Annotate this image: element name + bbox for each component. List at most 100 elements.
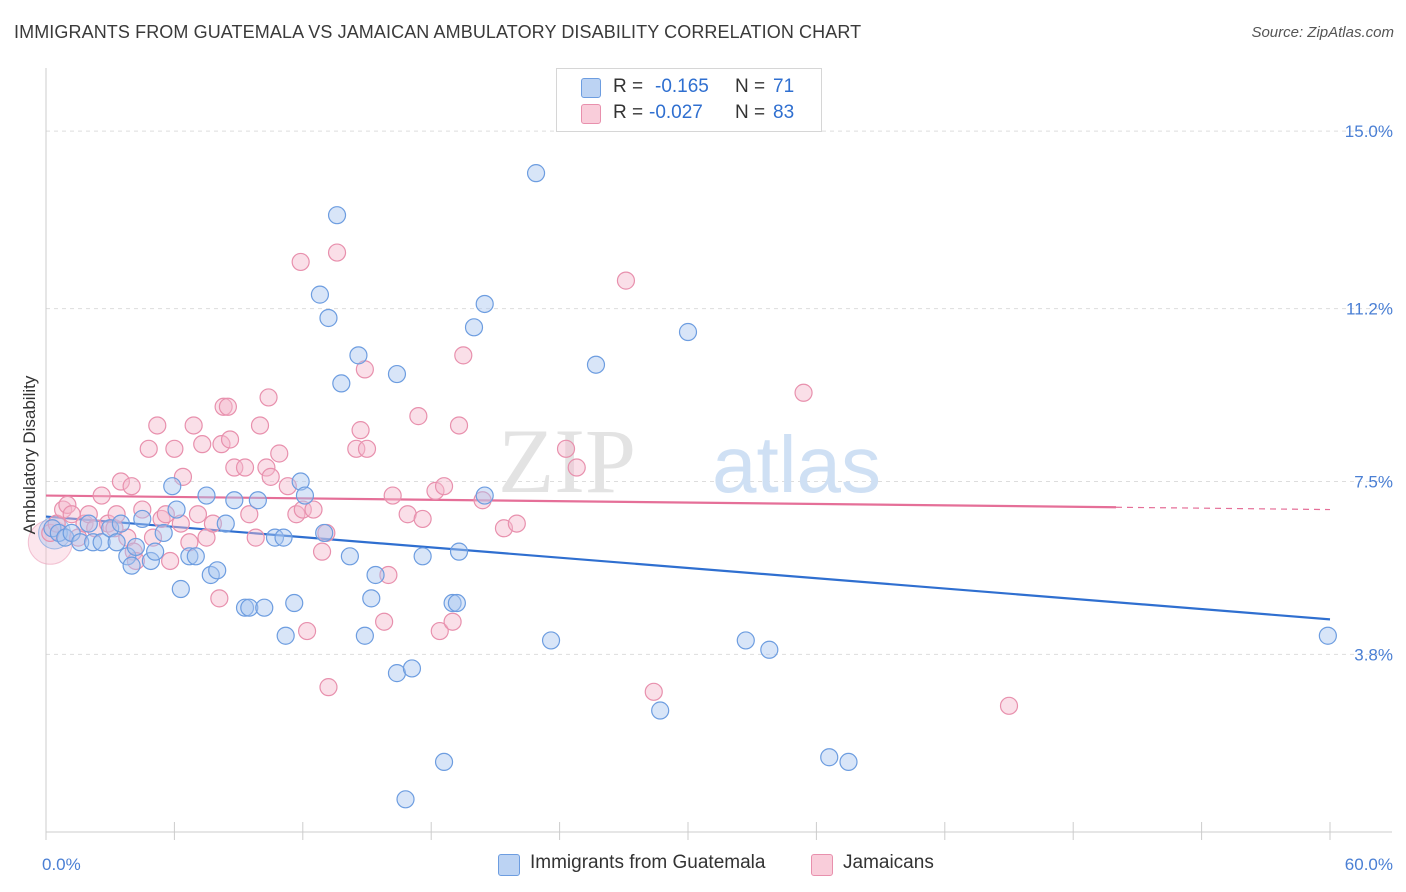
guatemala-point — [443, 593, 462, 613]
jamaican-point — [184, 416, 203, 435]
jamaican-point — [188, 505, 208, 524]
jamaican-point — [257, 458, 276, 477]
jamaican-point — [161, 551, 180, 571]
guatemala-point — [586, 355, 606, 374]
jamaican-point — [58, 495, 77, 515]
guatemala-point — [163, 477, 182, 496]
guatemala-point — [291, 472, 310, 491]
y-tick-label: 7.5% — [1354, 473, 1393, 492]
jamaican-point — [507, 514, 526, 533]
jamaican-point — [235, 458, 255, 477]
guatemala-point — [449, 542, 469, 561]
y-tick-label: 15.0% — [1345, 122, 1393, 141]
jamaican-point — [156, 505, 175, 524]
jamaican-point — [193, 435, 212, 454]
jamaican-point — [165, 439, 184, 458]
guatemala-point — [315, 523, 334, 543]
guatemala-point — [464, 318, 484, 337]
watermark: ZIP atlas — [498, 410, 881, 512]
jamaican-point — [212, 435, 231, 454]
jamaican-point — [351, 421, 370, 440]
jamaican-point — [225, 458, 244, 477]
jamaican-point — [312, 542, 332, 561]
legend-swatch-pink — [581, 104, 601, 124]
guatemala-point — [447, 593, 466, 613]
series-legend: Immigrants from Guatemala Jamaicans — [0, 851, 1406, 879]
legend-swatch-blue — [581, 78, 601, 98]
guatemala-point — [332, 374, 351, 393]
data-points — [27, 164, 1337, 809]
guatemala-point — [71, 533, 90, 552]
guatemala-point — [79, 514, 98, 533]
correlation-legend: R = -0.165 N = 71 R = -0.027 N = 83 — [556, 68, 822, 132]
jamaican-point — [133, 500, 152, 519]
guatemala-point — [839, 752, 858, 772]
guatemala-point — [541, 631, 561, 650]
legend-n-value: 71 — [773, 76, 795, 97]
guatemala-point — [327, 206, 347, 225]
legend-swatch-guatemala — [498, 854, 520, 876]
guatemala-point — [167, 500, 186, 519]
guatemala-point — [760, 640, 779, 659]
jamaican-point — [246, 528, 265, 547]
guatemala-point — [208, 561, 227, 580]
jamaican-point — [122, 477, 141, 496]
jamaican-point — [210, 589, 229, 608]
guatemala-point — [387, 664, 407, 683]
y-axis-label: Ambulatory Disability — [20, 375, 39, 534]
guatemala-point — [274, 528, 293, 547]
jamaican-trend-line — [45, 494, 1117, 509]
jamaican-point — [319, 678, 338, 697]
guatemala-point — [122, 556, 141, 575]
jamaican-point — [398, 505, 417, 524]
jamaican-point — [218, 397, 237, 416]
guatemala-point — [126, 537, 145, 557]
jamaican-point — [383, 486, 402, 505]
y-tick-labels: 3.8% 7.5% 11.2% 15.0% — [1345, 122, 1393, 664]
jamaican-point — [240, 505, 259, 524]
legend-r-value: -0.165 — [655, 76, 709, 97]
watermark-zip: ZIP — [498, 410, 636, 512]
chart-title: IMMIGRANTS FROM GUATEMALA VS JAMAICAN AM… — [14, 22, 862, 42]
jamaican-point — [430, 621, 449, 641]
guatemala-point — [197, 486, 216, 505]
jamaican-point — [111, 472, 131, 491]
x-tick-label: 60.0% — [1345, 855, 1393, 874]
guatemala-point — [248, 491, 267, 510]
axes — [45, 68, 1392, 840]
guatemala-point — [678, 322, 698, 342]
guatemala-point — [396, 790, 415, 809]
guatemala-point — [355, 626, 374, 645]
guatemala-point — [651, 701, 670, 720]
guatemala-point — [255, 598, 274, 617]
jamaican-point — [220, 430, 240, 449]
jamaican-point — [454, 346, 473, 365]
jamaican-point — [434, 477, 454, 496]
guatemala-point — [146, 542, 165, 561]
jamaican-point — [426, 481, 445, 500]
source-label: Source: ZipAtlas.com — [1251, 24, 1394, 41]
guatemala-point — [92, 533, 111, 552]
jamaican-point — [556, 439, 576, 458]
guatemala-point — [413, 547, 432, 566]
guatemala-point — [387, 364, 407, 384]
jamaican-point — [644, 682, 663, 701]
legend-swatch-jamaicans — [811, 854, 833, 876]
x-tick-label: 0.0% — [42, 855, 81, 874]
guatemala-point — [171, 579, 190, 599]
jamaican-point — [148, 416, 167, 435]
jamaican-point — [143, 528, 163, 547]
guatemala-point — [154, 523, 173, 543]
legend-r-label: R = — [613, 76, 644, 97]
jamaican-point — [171, 514, 190, 533]
y-tick-label: 3.8% — [1354, 645, 1393, 664]
guatemala-point — [141, 551, 160, 571]
jamaican-point — [794, 383, 813, 402]
jamaican-point — [616, 271, 636, 290]
legend-label-jamaicans: Jamaicans — [843, 852, 934, 873]
jamaican-trend-extension — [1115, 506, 1331, 511]
jamaican-point — [250, 416, 270, 435]
jamaican-point — [203, 514, 223, 533]
guatemala-point — [736, 631, 755, 650]
legend-n-value: 83 — [773, 102, 795, 123]
